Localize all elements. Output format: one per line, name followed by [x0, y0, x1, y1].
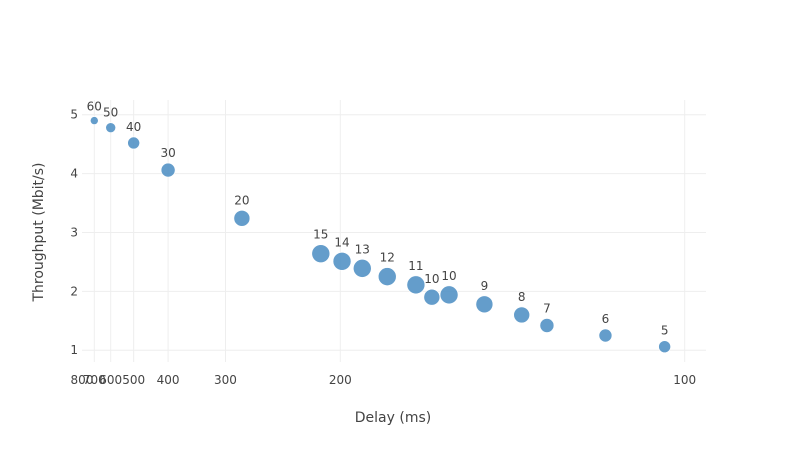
data-label: 5 — [661, 324, 669, 338]
data-point — [311, 244, 331, 263]
x-tick-label: 400 — [157, 373, 180, 387]
data-point — [332, 252, 352, 271]
data-label: 60 — [87, 100, 102, 114]
data-point — [127, 136, 140, 150]
data-label: 7 — [543, 301, 551, 315]
y-tick-label: 3 — [70, 225, 78, 239]
x-tick-label: 800 — [71, 373, 94, 387]
data-point — [598, 328, 613, 343]
data-point — [89, 116, 99, 125]
x-tick-label: 300 — [214, 373, 237, 387]
data-label: 50 — [103, 106, 118, 120]
data-point — [658, 340, 671, 353]
data-point — [233, 210, 251, 227]
data-label: 10 — [441, 269, 456, 283]
data-point — [105, 122, 116, 133]
data-label: 9 — [481, 279, 489, 293]
data-point — [439, 285, 459, 305]
x-tick-label: 700 — [83, 373, 106, 387]
y-tick-label: 4 — [70, 167, 78, 181]
data-point — [377, 267, 397, 286]
data-label: 40 — [126, 120, 141, 134]
y-tick-label: 5 — [70, 108, 78, 122]
x-axis-title: Delay (ms) — [355, 410, 431, 426]
x-tick-label: 600 — [99, 373, 122, 387]
x-tick-label: 500 — [122, 373, 145, 387]
y-tick-label: 1 — [70, 343, 78, 357]
data-label: 30 — [160, 146, 175, 160]
data-point — [352, 259, 372, 278]
data-point — [539, 318, 555, 333]
data-label: 12 — [380, 251, 395, 265]
data-label: 15 — [313, 228, 328, 242]
data-point — [475, 295, 494, 314]
data-point — [513, 306, 530, 324]
y-tick-label: 2 — [70, 284, 78, 298]
data-label: 14 — [334, 235, 349, 249]
grid-lines — [82, 100, 706, 362]
y-axis-title: Throughput (Mbit/s) — [31, 162, 47, 302]
data-points — [89, 116, 671, 353]
data-label: 8 — [518, 290, 526, 304]
x-tick-label: 100 — [673, 373, 696, 387]
x-tick-label: 200 — [329, 373, 352, 387]
data-label: 11 — [408, 259, 423, 273]
data-label: 10 — [424, 272, 439, 286]
y-axis-ticks: 1 2 3 4 5 — [70, 108, 78, 358]
data-point — [160, 162, 176, 178]
data-label: 13 — [355, 242, 370, 256]
data-point — [406, 275, 426, 295]
data-label: 20 — [234, 193, 249, 207]
data-point — [423, 288, 441, 306]
data-label: 6 — [602, 312, 610, 326]
